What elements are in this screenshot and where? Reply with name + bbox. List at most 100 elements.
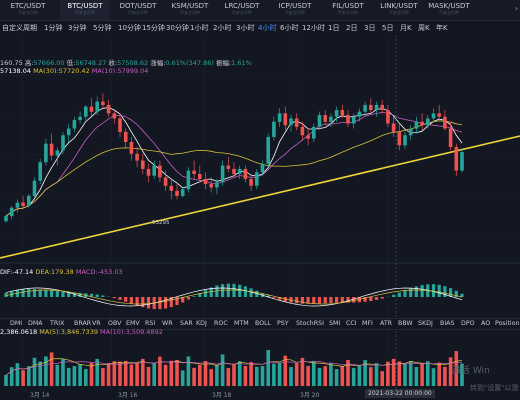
volume-bar [38, 361, 42, 386]
volume-bar [163, 364, 168, 386]
timeframe-14[interactable]: 2日 [346, 24, 358, 32]
watermark-line-1: 激活 Win [452, 366, 490, 376]
macd-bar [266, 295, 270, 297]
timeframe-9[interactable]: 3小时 [236, 24, 255, 32]
macd-bar [4, 293, 8, 297]
volume-bar [437, 363, 441, 386]
indicator-dmi[interactable]: DMI [10, 320, 23, 327]
timeframe-11[interactable]: 6小时 [280, 24, 299, 32]
timeframe-19[interactable]: 年K [436, 24, 448, 32]
candle-body [272, 121, 276, 137]
indicator-bias[interactable]: BIAS [440, 320, 455, 327]
candle-body [437, 113, 441, 117]
timeframe-18[interactable]: 周K [418, 24, 430, 32]
timeframe-12[interactable]: 12小时 [302, 24, 325, 32]
volume-value: 2,386.0618 [0, 328, 38, 336]
macd-bar [27, 289, 31, 297]
timeframe-4[interactable]: 10分钟 [118, 24, 141, 32]
candle-body [277, 113, 282, 122]
macd-dif-line [5, 287, 463, 307]
symbol-tab-lrc-usdt[interactable]: LRC/USDT 币安全币种 [216, 0, 268, 20]
tab-scroll-right-icon[interactable]: › [514, 4, 518, 13]
timeframe-1[interactable]: 1分钟 [44, 24, 63, 32]
timeframe-7[interactable]: 1小时 [190, 24, 209, 32]
tab-subtitle: 币安全币种 [338, 10, 358, 15]
candle-body [186, 170, 191, 190]
macd-bar [67, 292, 71, 297]
volume-bar [198, 365, 202, 386]
candle-body [21, 202, 25, 206]
tab-symbol: LRC/USDT [224, 2, 260, 10]
indicator-smi[interactable]: SMI [329, 320, 341, 327]
timeframe-6[interactable]: 30分钟 [166, 24, 189, 32]
candle-body [294, 118, 299, 127]
timeframe-10[interactable]: 4小时 [258, 24, 277, 32]
indicator-stochrsi[interactable]: StochRSI [296, 320, 325, 327]
indicator-mtm[interactable]: MTM [234, 320, 249, 327]
symbol-tab-link-usdt[interactable]: LINK/USDT 币安全币种 [376, 0, 422, 20]
timeframe-5[interactable]: 15分钟 [142, 24, 165, 32]
indicator-brar[interactable]: BRAR [74, 320, 92, 327]
indicator-position[interactable]: Position [495, 320, 520, 327]
indicator-kdj[interactable]: KDJ [196, 320, 207, 327]
candle-body [346, 115, 350, 124]
indicator-atr[interactable]: ATR [380, 320, 393, 327]
volume-legend: 2,386.0618 MA(5):3,846.7339 MA(10):3,509… [0, 328, 163, 336]
symbol-tab-etc-usdt[interactable]: ETC/USDT 币安全币种 [0, 0, 56, 20]
indicator-cci[interactable]: CCI [346, 320, 357, 327]
candle-body [49, 143, 54, 156]
indicator-mfi[interactable]: MFI [362, 320, 373, 327]
candle-body [44, 143, 48, 163]
timeframe-15[interactable]: 3日 [364, 24, 376, 32]
indicator-vr[interactable]: VR [92, 320, 101, 327]
candle-body [129, 142, 134, 154]
timeframe-8[interactable]: 2小时 [213, 24, 232, 32]
symbol-tab-dot-usdt[interactable]: DOT/USDT 币安全币种 [112, 0, 164, 20]
indicator-emv[interactable]: EMV [126, 320, 140, 327]
indicator-rsi[interactable]: RSI [145, 320, 156, 327]
macd-bar [175, 297, 179, 306]
indicator-obv[interactable]: OBV [108, 320, 122, 327]
indicator-roc[interactable]: ROC [214, 320, 228, 327]
candle-body [180, 189, 185, 196]
symbol-tab-btc-usdt[interactable]: BTC/USDT 币安全币种 [60, 0, 110, 20]
timeframe-0[interactable]: 自定义周期 [2, 24, 37, 32]
symbol-tab-icp-usdt[interactable]: ICP/USDT 币安全币种 [270, 0, 320, 20]
indicator-bbw[interactable]: BBW [398, 320, 413, 327]
macd-bar [118, 297, 122, 300]
macd-bar [135, 297, 139, 306]
indicator-boll[interactable]: BOLL [255, 320, 272, 327]
timeframe-3[interactable]: 5分钟 [93, 24, 112, 32]
tab-subtitle: 币安全币种 [389, 10, 409, 15]
candle-body [323, 115, 327, 122]
macd-bar [89, 293, 94, 297]
volume-bar [323, 366, 327, 386]
symbol-tab-mask-usdt[interactable]: MASK/USDT 币安全币种 [424, 0, 474, 20]
macd-bar [312, 297, 316, 304]
indicator-psy[interactable]: PSY [277, 320, 289, 327]
timeframe-16[interactable]: 5日 [382, 24, 394, 32]
indicator-sar[interactable]: SAR [180, 320, 193, 327]
volume-bar [15, 363, 20, 386]
symbol-tab-fil-usdt[interactable]: FIL/USDT 币安全币种 [322, 0, 374, 20]
volume-bar [443, 366, 447, 386]
timeframe-17[interactable]: 月K [400, 24, 412, 32]
indicator-wr[interactable]: WR [162, 320, 173, 327]
volume-bar [294, 363, 299, 386]
timeframe-2[interactable]: 3分钟 [68, 24, 87, 32]
candle-body [158, 165, 162, 178]
macd-bar [454, 290, 458, 297]
candle-body [312, 126, 316, 139]
indicator-dpo[interactable]: DPO [461, 320, 475, 327]
chart-area[interactable]: 53295 [0, 35, 520, 400]
volume-bar [123, 360, 128, 386]
candle-body [391, 123, 396, 132]
indicator-trix[interactable]: TRIX [50, 320, 65, 327]
macd-bar [186, 297, 190, 300]
indicator-ao[interactable]: AO [481, 320, 491, 327]
timeframe-13[interactable]: 1日 [328, 24, 340, 32]
indicator-dma[interactable]: DMA [28, 320, 43, 327]
symbol-tab-ksm-usdt[interactable]: KSM/USDT 币安全币种 [166, 0, 214, 20]
indicator-skdj[interactable]: SKDJ [418, 320, 433, 327]
volume-bar [408, 361, 413, 386]
